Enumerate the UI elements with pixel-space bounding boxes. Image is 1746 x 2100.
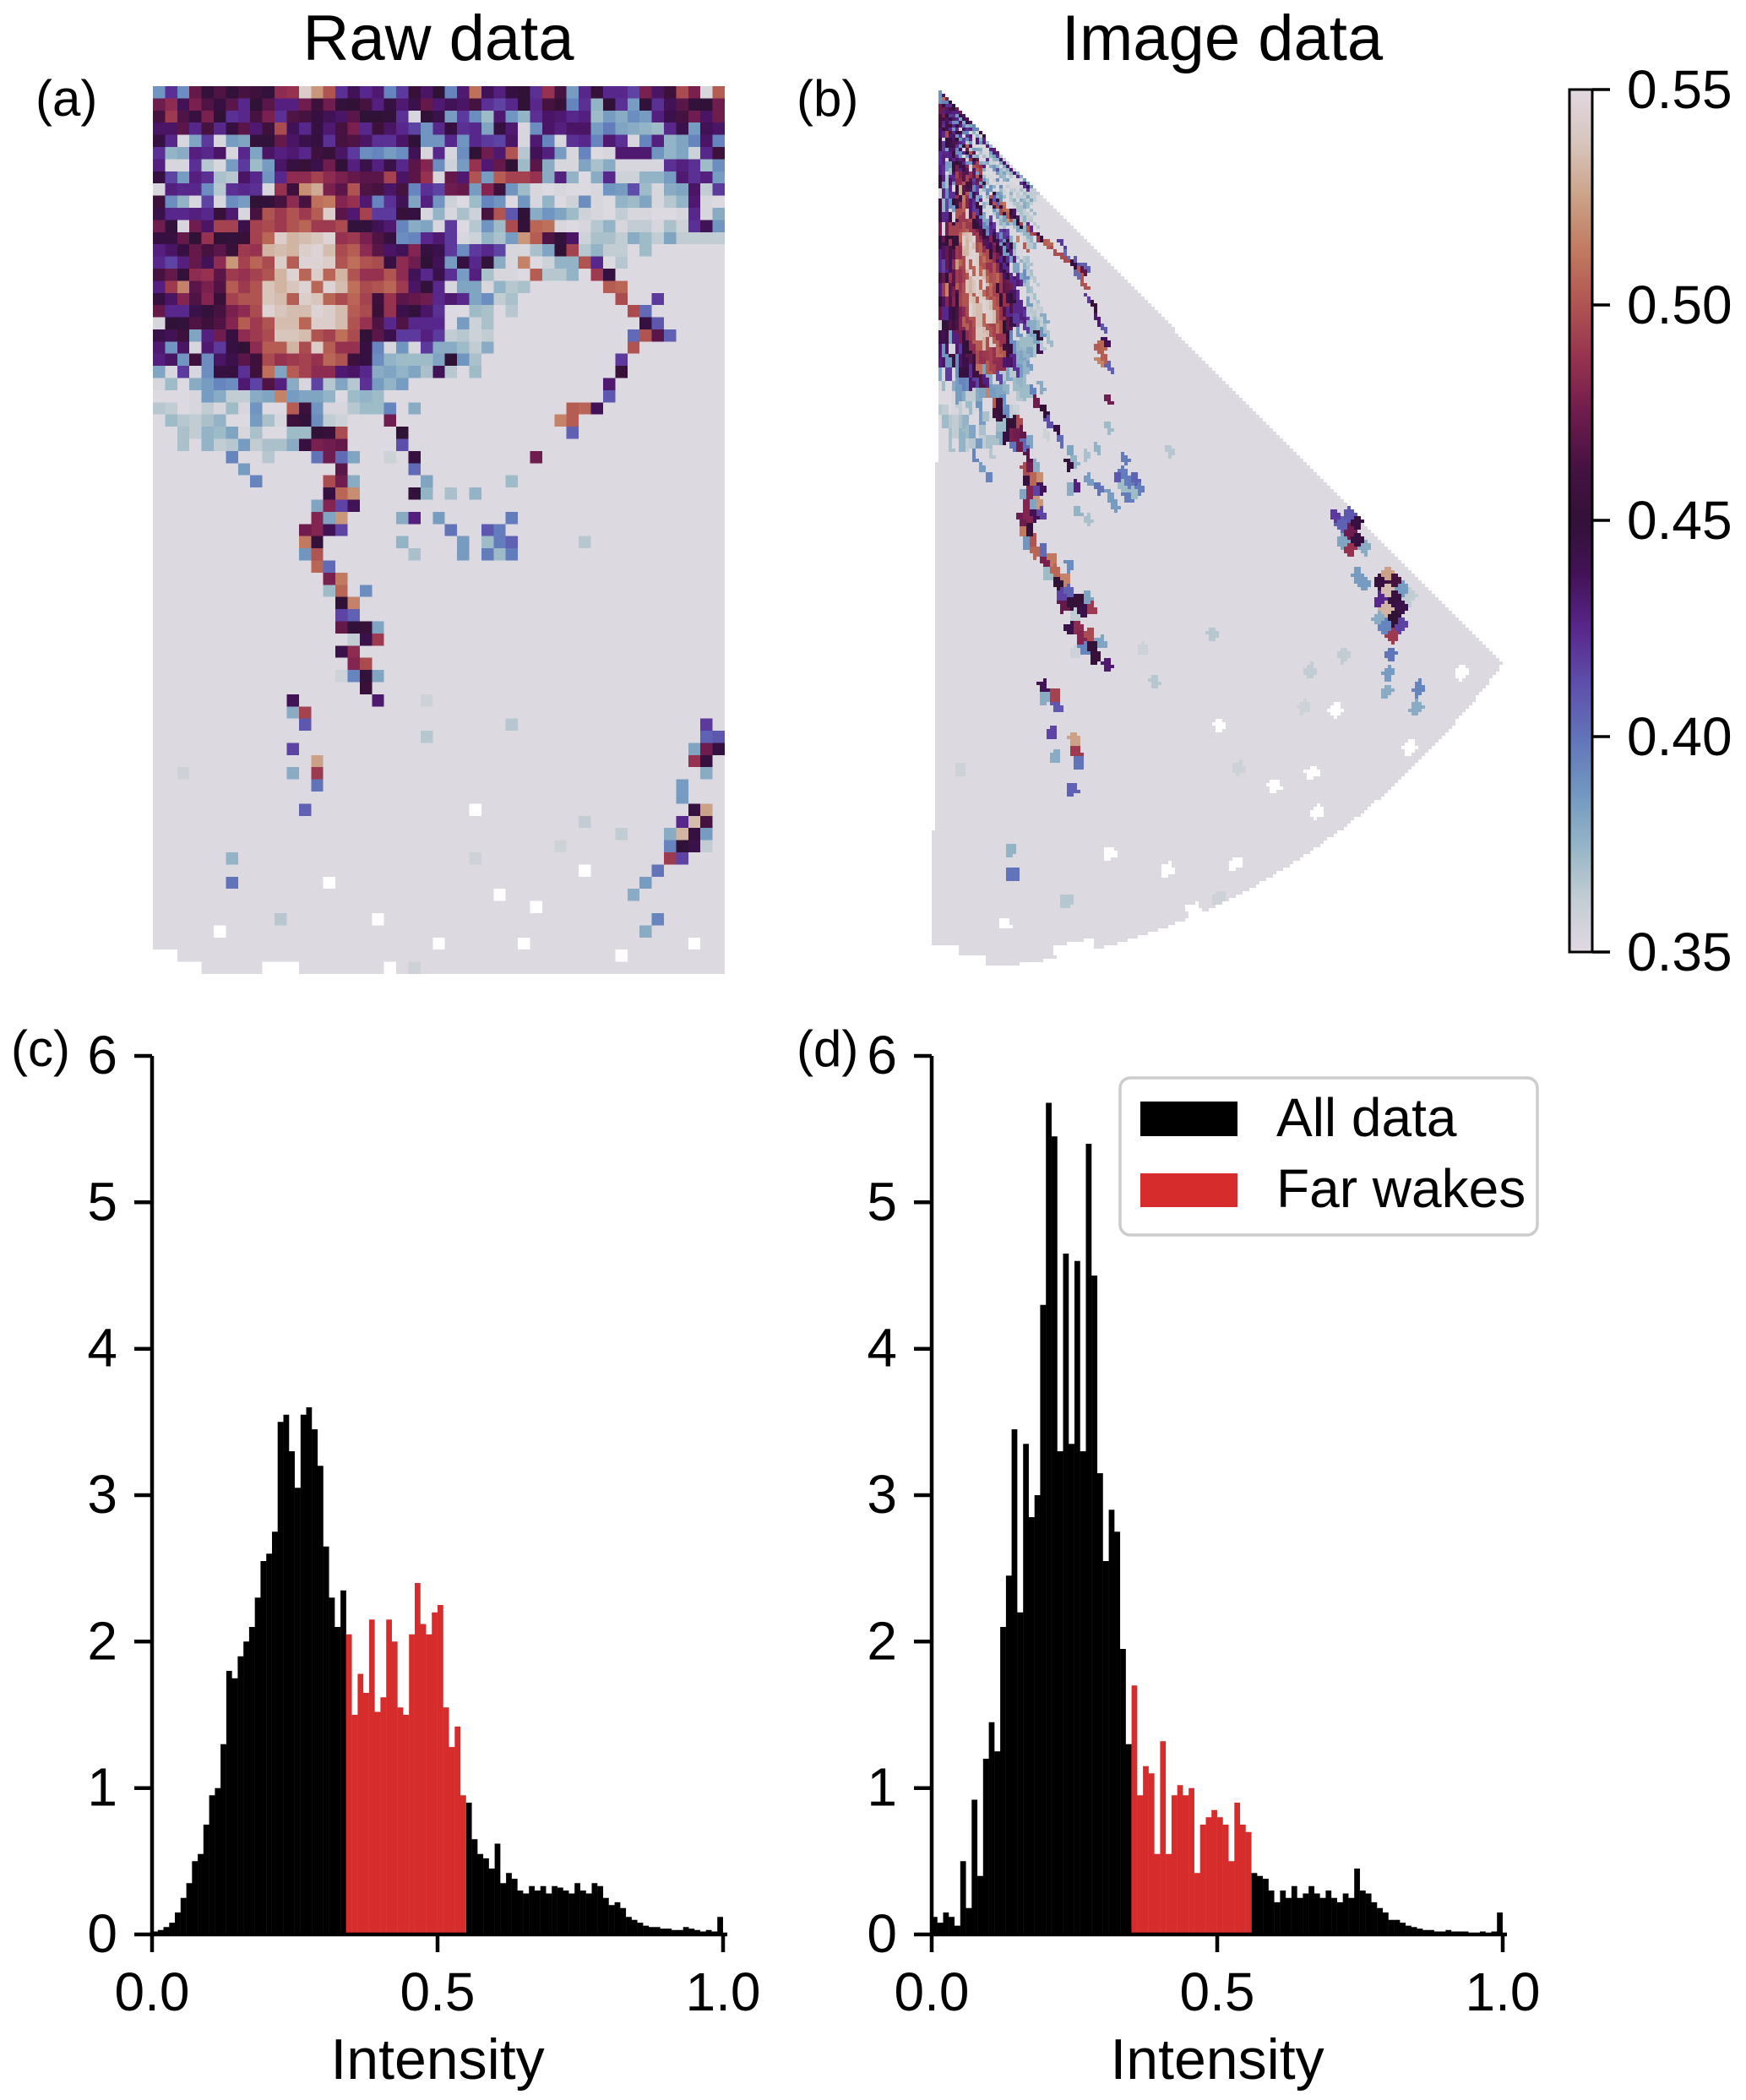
svg-text:5: 5 bbox=[87, 1171, 117, 1232]
svg-text:0.45: 0.45 bbox=[1627, 490, 1732, 551]
svg-text:1.0: 1.0 bbox=[1466, 1961, 1541, 2022]
svg-text:6: 6 bbox=[87, 1025, 117, 1085]
svg-text:All data: All data bbox=[1276, 1087, 1457, 1148]
svg-text:4: 4 bbox=[87, 1318, 117, 1379]
svg-text:(c): (c) bbox=[11, 1020, 70, 1077]
svg-text:1.0: 1.0 bbox=[686, 1961, 761, 2022]
svg-text:0: 0 bbox=[87, 1903, 117, 1964]
svg-text:0.35: 0.35 bbox=[1627, 922, 1732, 982]
svg-text:Image data: Image data bbox=[1062, 3, 1384, 74]
svg-text:6: 6 bbox=[867, 1025, 897, 1085]
svg-text:1: 1 bbox=[867, 1757, 897, 1818]
svg-text:(a): (a) bbox=[35, 70, 97, 127]
svg-text:0.5: 0.5 bbox=[1180, 1961, 1255, 2022]
svg-text:(b): (b) bbox=[797, 70, 858, 127]
svg-text:0.40: 0.40 bbox=[1627, 706, 1732, 767]
svg-text:Far wakes: Far wakes bbox=[1276, 1158, 1526, 1219]
svg-text:0.0: 0.0 bbox=[115, 1961, 190, 2022]
svg-text:0.0: 0.0 bbox=[895, 1961, 970, 2022]
svg-text:0.50: 0.50 bbox=[1627, 275, 1732, 335]
svg-text:Raw data: Raw data bbox=[302, 3, 574, 74]
svg-text:0: 0 bbox=[867, 1903, 897, 1964]
svg-text:0.55: 0.55 bbox=[1627, 59, 1732, 120]
svg-text:0.5: 0.5 bbox=[400, 1961, 476, 2022]
svg-text:Intensity: Intensity bbox=[1110, 2027, 1324, 2092]
svg-text:Intensity: Intensity bbox=[330, 2027, 544, 2092]
svg-text:1: 1 bbox=[87, 1757, 117, 1818]
svg-text:3: 3 bbox=[87, 1464, 117, 1525]
svg-text:(d): (d) bbox=[797, 1020, 858, 1077]
svg-text:3: 3 bbox=[867, 1464, 897, 1525]
svg-text:5: 5 bbox=[867, 1171, 897, 1232]
svg-text:4: 4 bbox=[867, 1318, 897, 1379]
svg-text:2: 2 bbox=[87, 1610, 117, 1671]
svg-text:2: 2 bbox=[867, 1610, 897, 1671]
